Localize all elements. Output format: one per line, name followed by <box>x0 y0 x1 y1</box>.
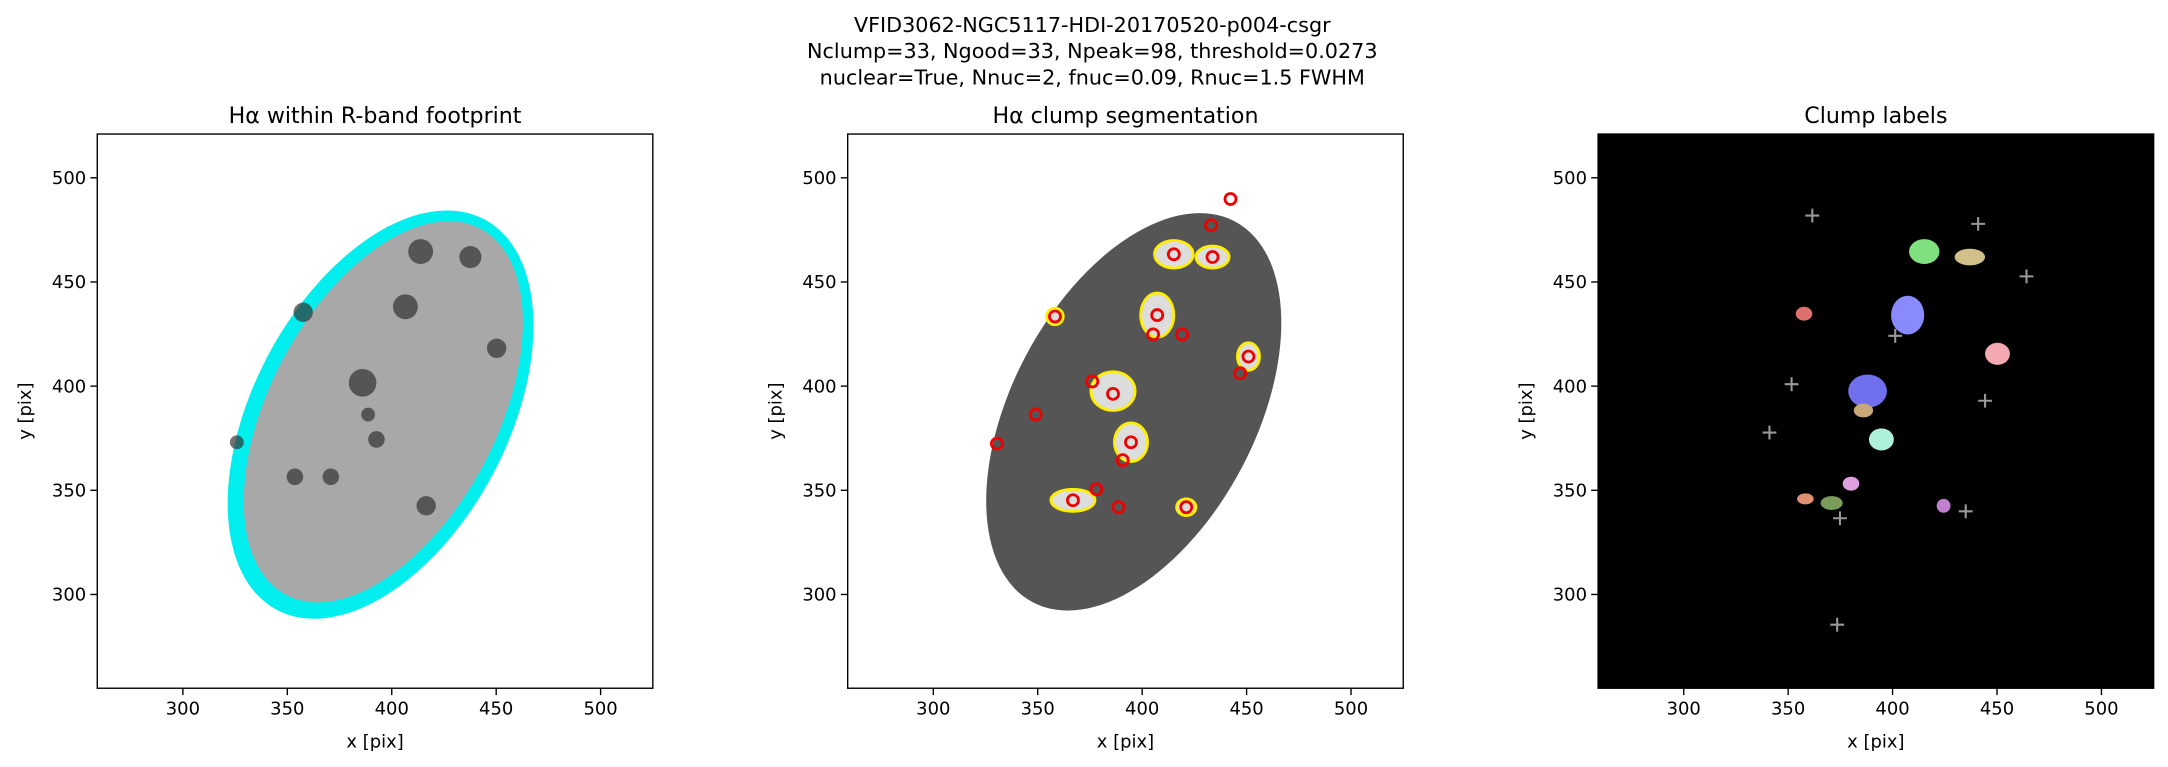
y-tick-label: 450 <box>52 272 86 293</box>
x-tick-label: 450 <box>1980 698 2014 719</box>
galaxy <box>243 221 523 603</box>
y-axis-label: y [pix] <box>765 382 786 439</box>
x-axis-label: x [pix] <box>1097 732 1154 753</box>
y-tick-label: 350 <box>52 481 86 502</box>
figure-title: VFID3062-NGC5117-HDI-20170520-p004-csgr <box>854 13 1331 37</box>
clump-contours <box>1045 239 1261 517</box>
figure-title: Nclump=33, Ngood=33, Npeak=98, threshold… <box>807 39 1377 63</box>
y-tick-label: 350 <box>802 481 836 502</box>
image-labels <box>1762 208 2034 632</box>
y-tick-label: 500 <box>1553 168 1587 189</box>
x-tick-label: 500 <box>1334 698 1368 719</box>
image-segmentation <box>986 192 1282 611</box>
dark-clumps <box>229 239 507 516</box>
y-tick-label: 400 <box>802 376 836 397</box>
y-axis-label: y [pix] <box>15 382 36 439</box>
y-tick-label: 450 <box>1553 272 1587 293</box>
peak-markers <box>1762 208 2034 632</box>
x-tick-label: 500 <box>2084 698 2118 719</box>
x-tick-label: 300 <box>1667 698 1701 719</box>
x-tick-label: 300 <box>916 698 950 719</box>
x-tick-label: 400 <box>1875 698 1909 719</box>
y-tick-label: 400 <box>1553 376 1587 397</box>
y-tick-label: 500 <box>802 168 836 189</box>
x-axis-label: x [pix] <box>346 732 403 753</box>
axes-title: Clump labels <box>1804 103 1947 129</box>
axes: VFID3062-NGC5117-HDI-20170520-p004-csgrN… <box>15 13 2155 753</box>
axes-title: Hα clump segmentation <box>992 103 1258 129</box>
x-tick-label: 450 <box>479 698 513 719</box>
x-axis-label: x [pix] <box>1847 732 1904 753</box>
x-tick-label: 450 <box>1229 698 1263 719</box>
x-tick-label: 350 <box>1021 698 1055 719</box>
image-background <box>1598 134 2154 689</box>
y-axis-label: y [pix] <box>1516 382 1537 439</box>
x-tick-label: 350 <box>1771 698 1805 719</box>
axes-frame <box>96 133 654 689</box>
y-tick-label: 400 <box>52 376 86 397</box>
x-tick-label: 350 <box>270 698 304 719</box>
y-tick-label: 300 <box>52 585 86 606</box>
axes-frame <box>1597 133 2155 689</box>
images <box>227 192 2034 632</box>
figure-title: nuclear=True, Nnuc=2, fnuc=0.09, Rnuc=1.… <box>820 65 1365 89</box>
image-footprint <box>227 210 534 619</box>
clump-markers <box>990 192 1256 515</box>
axes-frame <box>846 133 1404 689</box>
x-tick-label: 300 <box>166 698 200 719</box>
x-tick-label: 400 <box>375 698 409 719</box>
y-tick-label: 300 <box>802 585 836 606</box>
x-tick-label: 500 <box>583 698 617 719</box>
axes-title: Hα within R-band footprint <box>229 103 522 129</box>
y-tick-label: 450 <box>802 272 836 293</box>
y-tick-label: 350 <box>1553 481 1587 502</box>
label-blobs <box>1795 239 2010 513</box>
x-tick-label: 400 <box>1125 698 1159 719</box>
y-tick-label: 300 <box>1553 585 1587 606</box>
y-tick-label: 500 <box>52 168 86 189</box>
